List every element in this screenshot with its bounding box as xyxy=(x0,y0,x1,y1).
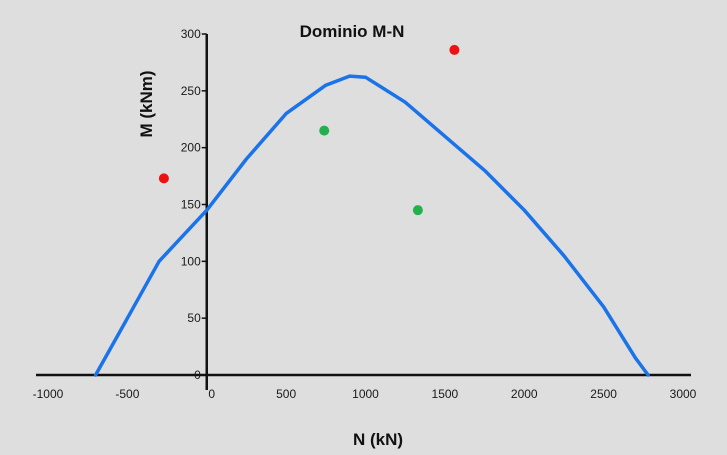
x-tick-label: 2500 xyxy=(590,387,617,401)
y-tick-label: 150 xyxy=(181,198,201,212)
x-tick-label: 1500 xyxy=(432,387,459,401)
x-tick-label: -1000 xyxy=(33,387,64,401)
y-tick-label: 250 xyxy=(181,84,201,98)
x-tick-label: 3000 xyxy=(670,387,697,401)
domain-curve xyxy=(93,74,650,377)
series-layer xyxy=(93,44,650,377)
red-point xyxy=(158,173,169,184)
chart-title: Dominio M-N xyxy=(300,22,405,41)
y-tick-label: 100 xyxy=(181,254,201,268)
x-tick-label: -500 xyxy=(115,387,139,401)
x-tick-label: 0 xyxy=(208,387,215,401)
axes xyxy=(36,34,691,390)
ticks: -1000 -500 0 500 1000 1500 2000 2500 3000 0 50 100 1… xyxy=(33,27,697,401)
green-point xyxy=(412,205,423,216)
y-axis-title: M (kNm) xyxy=(137,70,156,137)
x-axis-title: N (kN) xyxy=(353,430,403,449)
x-tick-label: 500 xyxy=(276,387,296,401)
y-tick-label: 200 xyxy=(181,141,201,155)
y-tick-label: 300 xyxy=(181,27,201,41)
x-tick-label: 1000 xyxy=(352,387,379,401)
green-point xyxy=(319,125,330,136)
x-tick-label: 2000 xyxy=(511,387,538,401)
y-tick-label: 50 xyxy=(187,311,201,325)
red-point xyxy=(449,44,460,55)
y-tick-label: 0 xyxy=(194,368,201,382)
